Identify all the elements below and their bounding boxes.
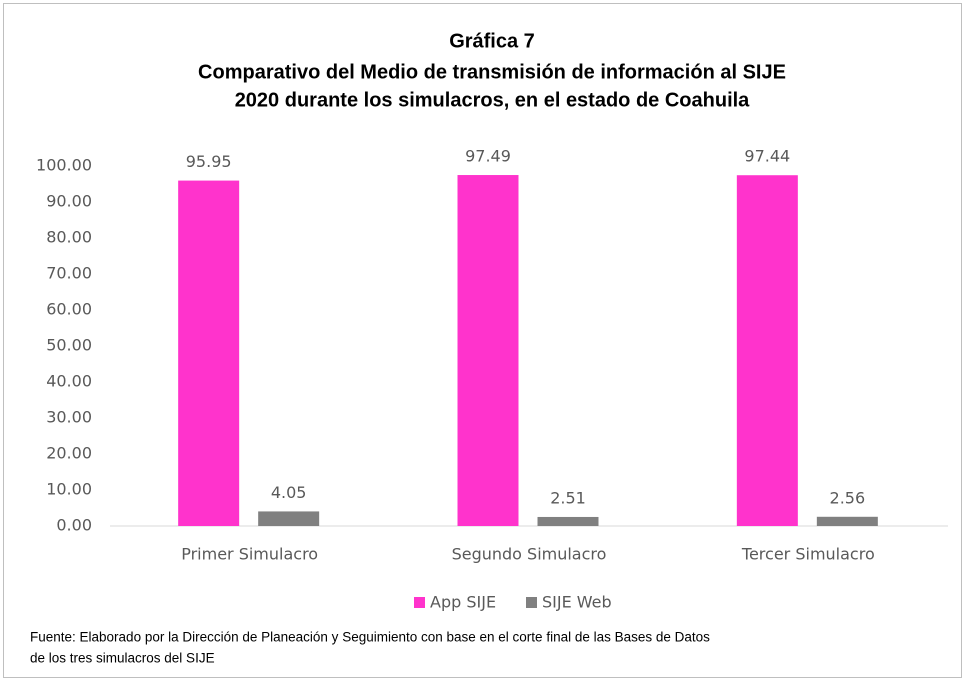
y-tick-label: 90.00 (46, 192, 92, 211)
bar (457, 175, 519, 526)
x-tick-label: Primer Simulacro (181, 545, 318, 564)
bar (537, 516, 599, 526)
chart-title: Gráfica 7 (449, 30, 535, 52)
legend-swatch (414, 597, 425, 608)
data-label: 97.44 (744, 147, 790, 166)
data-label: 95.95 (186, 152, 232, 171)
bar (258, 511, 320, 526)
y-tick-label: 60.00 (46, 300, 92, 319)
data-label: 2.56 (830, 488, 866, 507)
y-tick-label: 40.00 (46, 372, 92, 391)
bar (178, 180, 240, 526)
x-tick-label: Tercer Simulacro (741, 545, 875, 564)
legend-label: SIJE Web (542, 593, 612, 612)
data-label: 2.51 (550, 488, 586, 507)
legend-swatch (526, 597, 537, 608)
y-tick-label: 100.00 (36, 156, 92, 175)
y-tick-label: 30.00 (46, 408, 92, 427)
y-tick-label: 10.00 (46, 480, 92, 499)
data-label: 97.49 (465, 147, 511, 166)
y-tick-label: 50.00 (46, 336, 92, 355)
chart-title: Comparativo del Medio de transmisión de … (198, 61, 786, 83)
legend-label: App SIJE (430, 593, 496, 612)
bar (816, 516, 878, 526)
y-tick-label: 20.00 (46, 444, 92, 463)
chart-title: 2020 durante los simulacros, en el estad… (235, 89, 750, 111)
source-note: Fuente: Elaborado por la Dirección de Pl… (30, 630, 710, 645)
x-tick-label: Segundo Simulacro (452, 545, 607, 564)
bar (736, 175, 798, 526)
source-note: de los tres simulacros del SIJE (30, 651, 215, 666)
data-label: 4.05 (271, 483, 307, 502)
y-tick-label: 0.00 (56, 516, 92, 535)
y-tick-label: 70.00 (46, 264, 92, 283)
y-tick-label: 80.00 (46, 228, 92, 247)
